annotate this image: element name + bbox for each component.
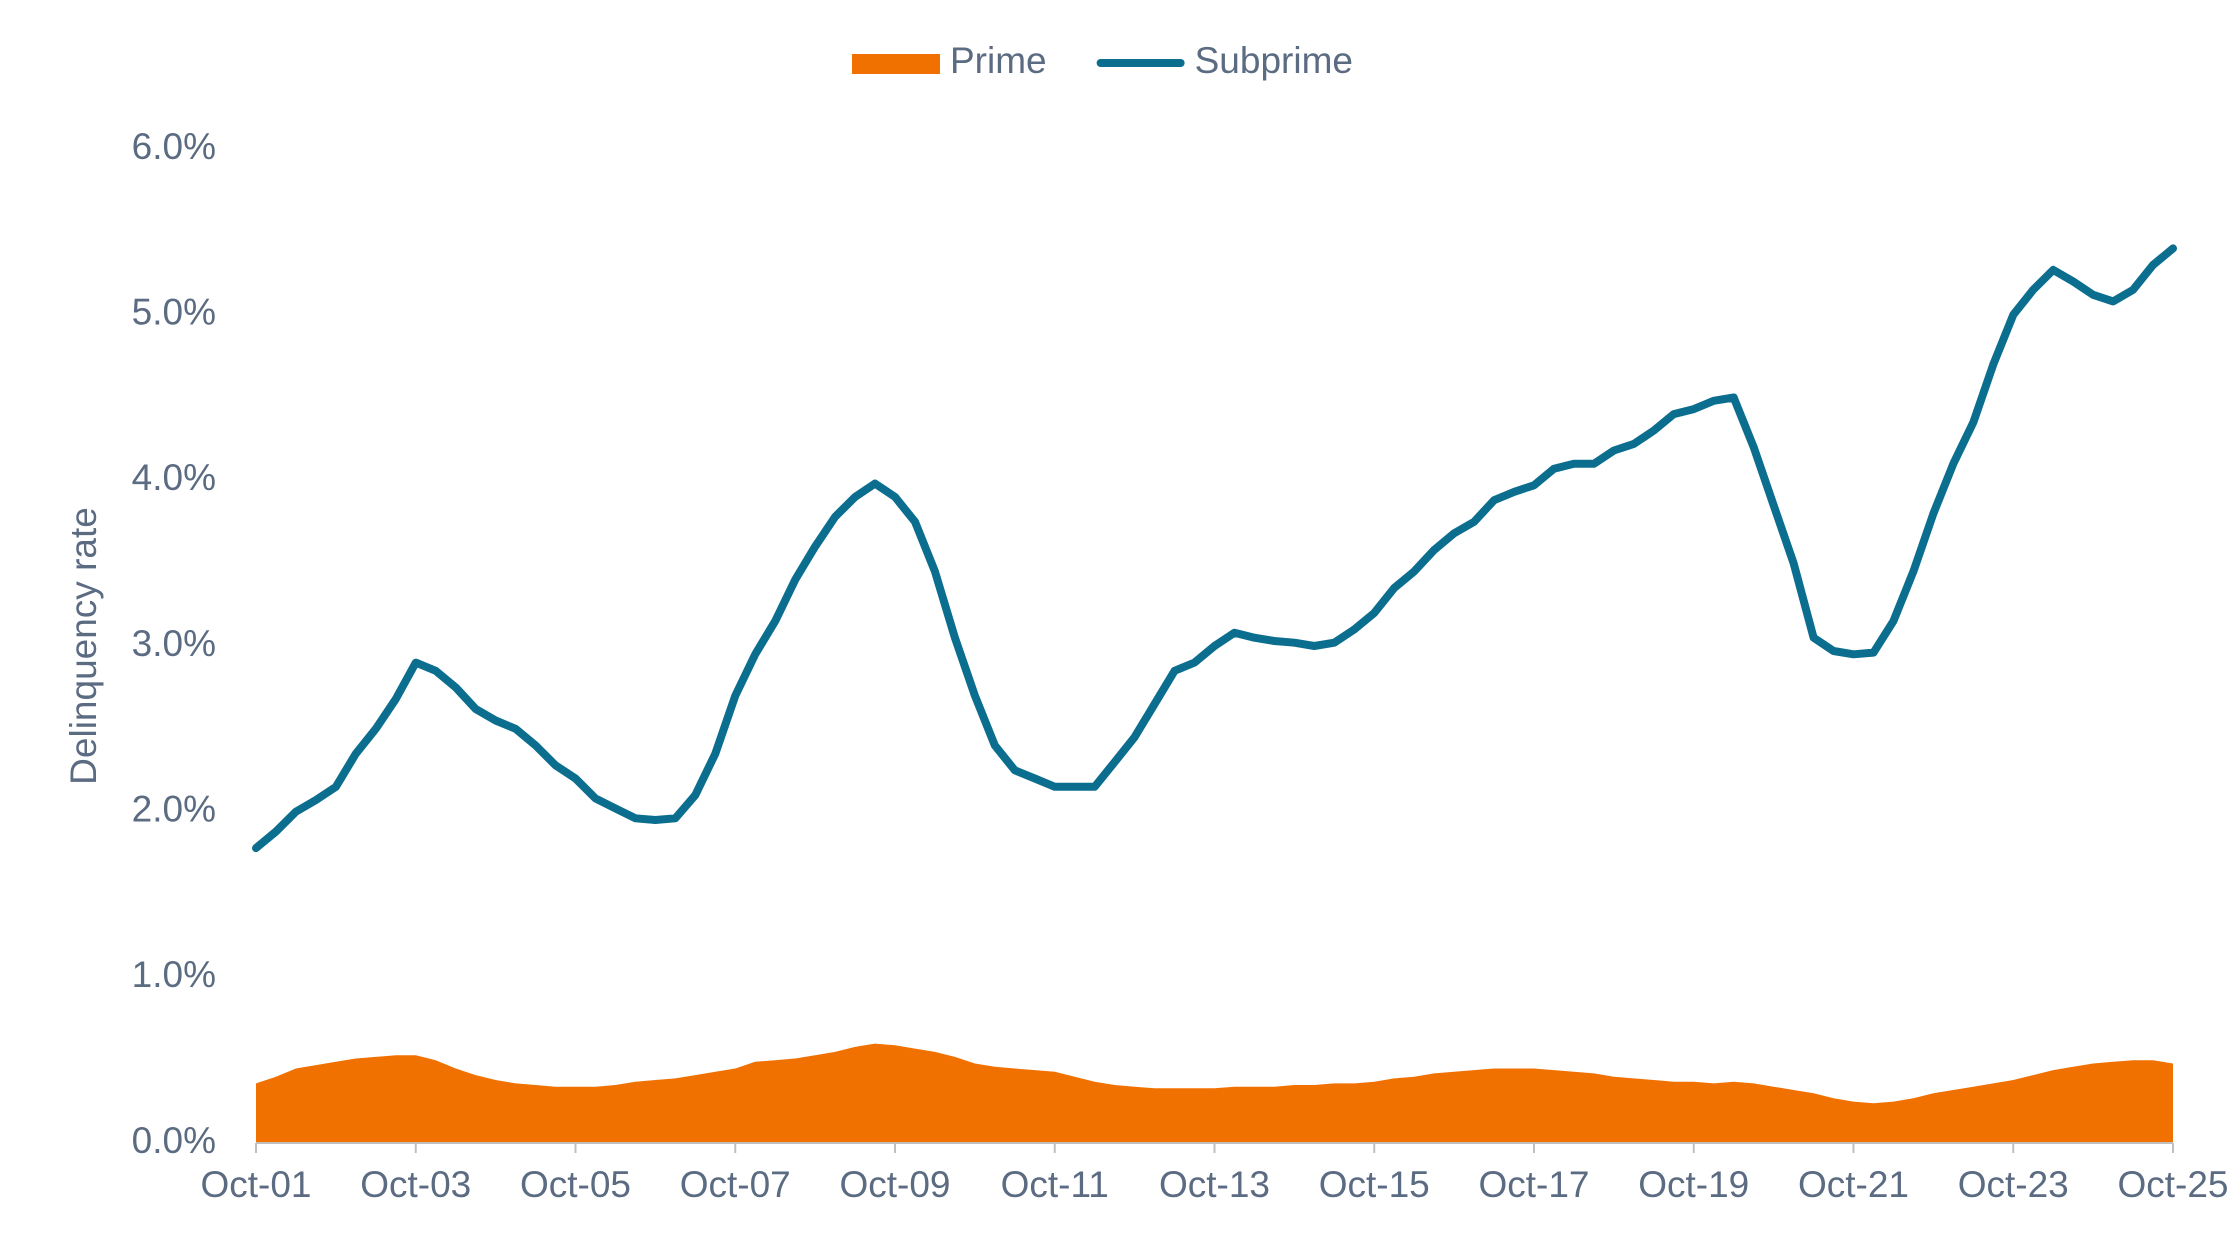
x-tick-label: Oct-13	[1159, 1164, 1270, 1205]
x-tick-label: Oct-21	[1798, 1164, 1909, 1205]
y-tick-label: 2.0%	[132, 788, 216, 829]
y-tick-label: 4.0%	[132, 457, 216, 498]
x-tick-label: Oct-19	[1638, 1164, 1749, 1205]
x-tick-label: Oct-15	[1319, 1164, 1430, 1205]
line	[252, 244, 2177, 853]
legend-label: Subprime	[1195, 40, 1353, 81]
x-tick-label: Oct-05	[520, 1164, 631, 1205]
x-tick-label: Oct-07	[680, 1164, 791, 1205]
y-tick-label: 3.0%	[132, 623, 216, 664]
x-tick-label: Oct-17	[1478, 1164, 1589, 1205]
y-tick-label: 0.0%	[132, 1120, 216, 1161]
x-tick-label: Oct-09	[839, 1164, 950, 1205]
area	[256, 1043, 2173, 1143]
y-tick-label: 6.0%	[132, 126, 216, 167]
legend-label: Prime	[950, 40, 1047, 81]
x-tick-label: Oct-23	[1958, 1164, 2069, 1205]
y-axis-label: Delinquency rate	[63, 507, 104, 785]
x-tick-label: Oct-11	[1001, 1164, 1109, 1205]
legend-swatch	[852, 54, 940, 74]
x-tick-label: Oct-01	[200, 1164, 311, 1205]
y-tick-label: 1.0%	[132, 954, 216, 995]
x-tick-label: Oct-03	[360, 1164, 471, 1205]
y-tick-label: 5.0%	[132, 291, 216, 332]
x-tick-label: Oct-25	[2117, 1164, 2227, 1205]
